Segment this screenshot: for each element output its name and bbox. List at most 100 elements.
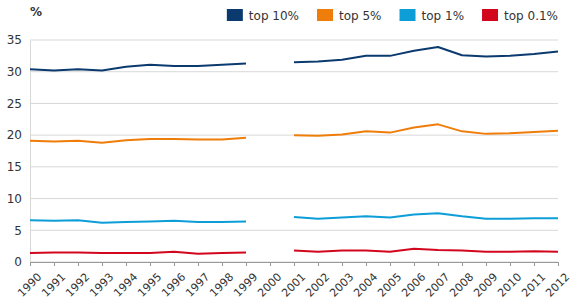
chart: 0510152025303519901991199219931994199519…: [0, 0, 580, 300]
x-tick: 2001: [279, 262, 308, 300]
y-tick: 0: [14, 255, 30, 269]
x-tick-mark: [54, 262, 55, 266]
x-tick-mark: [174, 262, 175, 266]
legend-item: top 1%: [400, 9, 465, 23]
y-tick-label: 0: [14, 255, 22, 269]
grid: [30, 40, 558, 262]
legend-swatch: [400, 9, 416, 21]
x-tick-label: 1994: [111, 271, 140, 300]
x-tick-label: 2006: [399, 271, 428, 300]
y-tick: 25: [7, 97, 30, 111]
x-tick-label: 1999: [231, 271, 260, 300]
x-tick-label: 2007: [423, 271, 452, 300]
x-tick-mark: [294, 262, 295, 266]
grid-line: [30, 230, 558, 231]
y-axis-title: %: [30, 5, 42, 19]
x-tick-label: 2005: [375, 271, 404, 300]
x-tick: 1997: [183, 262, 212, 300]
x-tick: 2009: [471, 262, 500, 300]
x-tick: 2012: [543, 262, 572, 300]
x-tick-mark: [222, 262, 223, 266]
x-tick-label: 1996: [159, 271, 188, 300]
x-axis: 1990199119921993199419951996199719981999…: [15, 262, 572, 300]
x-tick-label: 1990: [15, 271, 44, 300]
x-tick-label: 1997: [183, 271, 212, 300]
x-tick: 1996: [159, 262, 188, 300]
legend-item: top 5%: [317, 9, 382, 23]
x-tick-mark: [150, 262, 151, 266]
y-tick: 20: [7, 128, 30, 142]
legend-swatch: [227, 9, 243, 21]
x-tick-label: 2004: [351, 271, 380, 300]
x-tick-label: 1998: [207, 271, 236, 300]
x-tick-label: 2011: [519, 271, 548, 300]
x-tick: 2008: [447, 262, 476, 300]
x-axis-line: [31, 263, 559, 267]
x-tick-label: 1993: [87, 271, 116, 300]
x-tick-mark: [30, 262, 31, 266]
x-tick-mark: [558, 262, 559, 266]
x-tick-mark: [102, 262, 103, 266]
x-tick: 1992: [63, 262, 92, 300]
x-tick-mark: [486, 262, 487, 266]
x-tick: 2006: [399, 262, 428, 300]
x-tick-label: 2000: [255, 271, 284, 300]
x-tick-mark: [366, 262, 367, 266]
legend-label: top 10%: [249, 9, 299, 23]
y-tick-label: 25: [7, 97, 22, 111]
x-tick-label: 2008: [447, 271, 476, 300]
y-tick-label: 30: [7, 65, 22, 79]
grid-line: [30, 103, 558, 104]
x-tick-mark: [78, 262, 79, 266]
x-tick-label: 2009: [471, 271, 500, 300]
y-tick: 5: [14, 224, 30, 238]
series-line: [30, 47, 558, 70]
legend-item: top 10%: [227, 9, 299, 23]
x-tick-label: 2001: [279, 271, 308, 300]
y-tick-label: 10: [7, 192, 22, 206]
x-tick-mark: [462, 262, 463, 266]
x-tick: 1999: [231, 262, 260, 300]
x-tick-label: 2010: [495, 271, 524, 300]
grid-line: [30, 71, 558, 72]
x-tick-mark: [270, 262, 271, 266]
x-tick: 2002: [303, 262, 332, 300]
legend-label: top 1%: [422, 9, 465, 23]
x-tick-label: 1992: [63, 271, 92, 300]
x-tick-mark: [510, 262, 511, 266]
lines: [30, 47, 558, 254]
grid-line: [30, 198, 558, 199]
x-tick-label: 2003: [327, 271, 356, 300]
x-tick-label: 1995: [135, 271, 164, 300]
x-tick-mark: [534, 262, 535, 266]
x-tick: 2004: [351, 262, 380, 300]
x-tick: 1995: [135, 262, 164, 300]
x-tick: 2003: [327, 262, 356, 300]
x-tick-mark: [342, 262, 343, 266]
legend-label: top 0.1%: [504, 9, 558, 23]
grid-line: [30, 166, 558, 167]
y-tick-label: 5: [14, 224, 22, 238]
y-tick: 10: [7, 192, 30, 206]
x-tick: 1990: [15, 262, 44, 300]
x-tick-label: 2012: [543, 271, 572, 300]
x-tick: 2000: [255, 262, 284, 300]
y-axis: 0 5 10 15 20 25 30 35: [7, 33, 31, 269]
y-tick: 15: [7, 160, 30, 174]
x-tick: 1993: [87, 262, 116, 300]
x-tick: 2011: [519, 262, 548, 300]
series-line: [30, 124, 558, 142]
series-line: [30, 249, 558, 254]
y-tick-label: 35: [7, 33, 22, 47]
y-tick-label: 15: [7, 160, 22, 174]
y-tick: 35: [7, 33, 30, 47]
x-tick-mark: [198, 262, 199, 266]
x-tick: 2007: [423, 262, 452, 300]
x-tick-mark: [414, 262, 415, 266]
y-tick-label: 20: [7, 128, 22, 142]
x-tick: 2010: [495, 262, 524, 300]
legend-label: top 5%: [339, 9, 382, 23]
x-tick-mark: [318, 262, 319, 266]
x-tick-label: 1991: [39, 271, 68, 300]
y-axis-line: [30, 41, 31, 263]
